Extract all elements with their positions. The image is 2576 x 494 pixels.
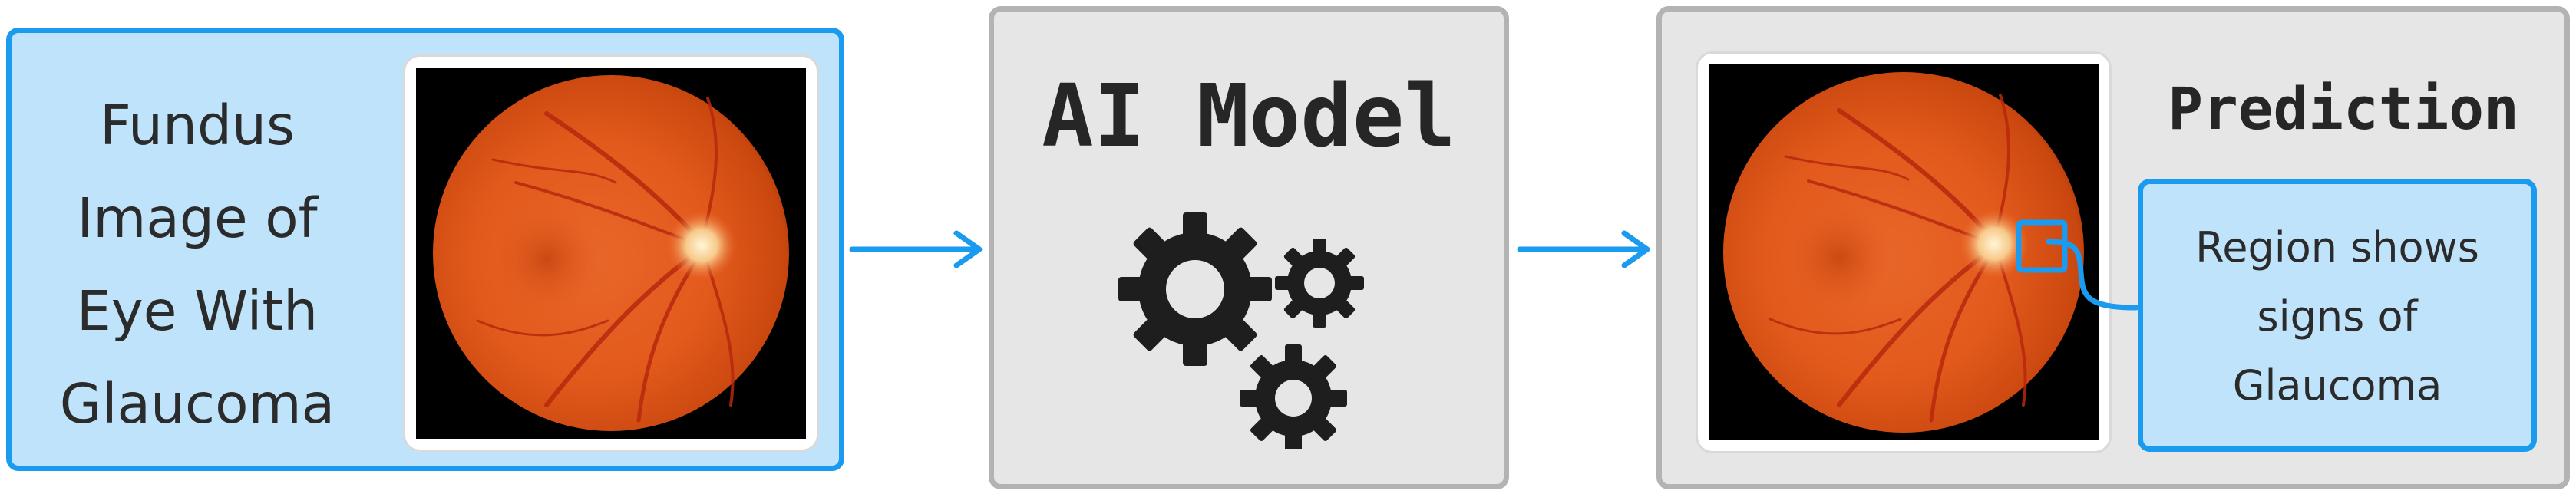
fundus-image (416, 68, 806, 439)
arrow-right-icon (849, 230, 983, 268)
prediction-text-line: Region shows (2195, 223, 2479, 272)
prediction-image-card (1696, 51, 2112, 453)
input-label-line: Fundus (99, 94, 295, 157)
ai-model-panel: AI Model (989, 6, 1509, 489)
gears-icon (1118, 212, 1364, 449)
prediction-text: Region shows signs of Glaucoma (2143, 213, 2531, 420)
prediction-title: Prediction (2168, 74, 2519, 143)
fundus-image-highlighted (1709, 64, 2099, 440)
input-label-line: Image of (77, 186, 318, 250)
prediction-text-line: Glaucoma (2232, 361, 2442, 410)
input-panel: Fundus Image of Eye With Glaucoma (6, 28, 844, 471)
callout-connector (2046, 239, 2139, 311)
input-label-line: Eye With (76, 279, 319, 343)
prediction-panel: Prediction Region shows signs of Glaucom… (1656, 6, 2570, 489)
prediction-text-line: signs of (2257, 292, 2418, 341)
model-title: AI Model (1042, 67, 1456, 166)
arrow-right-icon (1517, 230, 1650, 268)
highlight-region-box (2016, 219, 2068, 273)
prediction-callout: Region shows signs of Glaucoma (2138, 179, 2537, 452)
input-label: Fundus Image of Eye With Glaucoma (51, 79, 343, 450)
input-label-line: Glaucoma (59, 372, 335, 436)
fundus-image-card (403, 54, 819, 452)
